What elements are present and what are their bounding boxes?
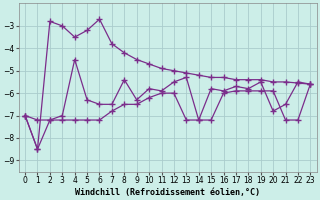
X-axis label: Windchill (Refroidissement éolien,°C): Windchill (Refroidissement éolien,°C) (75, 188, 260, 197)
